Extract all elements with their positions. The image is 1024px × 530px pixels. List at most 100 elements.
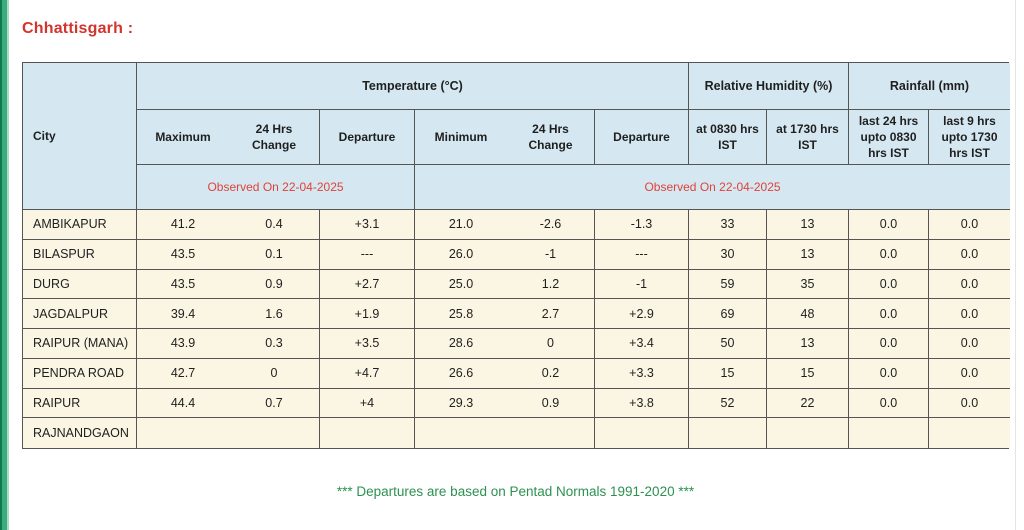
cell-rh-1730: 35 xyxy=(767,269,849,300)
cell-rh-1730: 13 xyxy=(767,210,849,240)
column-header-min-departure: Departure xyxy=(595,110,689,165)
cell-min-departure: +2.9 xyxy=(595,299,689,329)
cell-rh-0830: 50 xyxy=(689,329,767,359)
cell-rh-0830: 15 xyxy=(689,358,767,389)
cell-city: AMBIKAPUR xyxy=(23,210,137,240)
cell-max-24hrs-change: 0.3 xyxy=(229,329,320,359)
column-group-temperature: Temperature (°C) xyxy=(137,63,689,110)
cell-rh-0830: 30 xyxy=(689,239,767,270)
cell-max-departure: +2.7 xyxy=(320,269,415,300)
observed-on-date-max-group: Observed On 22-04-2025 xyxy=(137,165,415,210)
cell-minimum: 29.3 xyxy=(415,388,507,419)
cell-city: RAIPUR (MANA) xyxy=(23,329,137,359)
cell-max-departure: +3.5 xyxy=(320,329,415,359)
cell-max-24hrs-change: 1.6 xyxy=(229,299,320,329)
cell-minimum xyxy=(415,418,507,448)
cell-maximum: 41.2 xyxy=(137,210,229,240)
cell-rh-1730: 22 xyxy=(767,388,849,419)
cell-maximum: 39.4 xyxy=(137,299,229,329)
cell-rain-last9: 0.0 xyxy=(929,329,1010,359)
cell-rh-0830: 52 xyxy=(689,388,767,419)
cell-max-departure: +1.9 xyxy=(320,299,415,329)
cell-min-departure: -1.3 xyxy=(595,210,689,240)
cell-minimum: 28.6 xyxy=(415,329,507,359)
column-header-max-24hrs-change: 24 Hrs Change xyxy=(229,110,320,165)
cell-min-24hrs-change: -1 xyxy=(507,239,595,270)
cell-min-24hrs-change xyxy=(507,418,595,448)
cell-min-24hrs-change: 2.7 xyxy=(507,299,595,329)
cell-rain-last24: 0.0 xyxy=(849,210,929,240)
left-edge-decoration xyxy=(0,0,9,530)
cell-rh-0830: 59 xyxy=(689,269,767,300)
cell-rain-last24: 0.0 xyxy=(849,269,929,300)
column-header-max-departure: Departure xyxy=(320,110,415,165)
column-header-rh-0830: at 0830 hrs IST xyxy=(689,110,767,165)
column-header-maximum: Maximum xyxy=(137,110,229,165)
cell-min-departure: -1 xyxy=(595,269,689,300)
cell-max-departure: +4 xyxy=(320,388,415,419)
cell-maximum: 43.9 xyxy=(137,329,229,359)
cell-rain-last24: 0.0 xyxy=(849,388,929,419)
cell-min-departure: +3.4 xyxy=(595,329,689,359)
right-edge-divider xyxy=(1015,0,1016,530)
cell-max-departure xyxy=(320,418,415,448)
cell-rh-1730: 13 xyxy=(767,239,849,270)
cell-maximum: 43.5 xyxy=(137,269,229,300)
cell-city: JAGDALPUR xyxy=(23,299,137,329)
cell-rain-last9: 0.0 xyxy=(929,388,1010,419)
cell-max-24hrs-change: 0.7 xyxy=(229,388,320,419)
cell-rain-last9: 0.0 xyxy=(929,239,1010,270)
cell-minimum: 26.6 xyxy=(415,358,507,389)
cell-min-24hrs-change: 0.9 xyxy=(507,388,595,419)
cell-max-departure: --- xyxy=(320,239,415,270)
cell-rh-0830: 33 xyxy=(689,210,767,240)
cell-rain-last24: 0.0 xyxy=(849,329,929,359)
cell-rh-1730: 13 xyxy=(767,329,849,359)
cell-rain-last24: 0.0 xyxy=(849,358,929,389)
cell-maximum: 44.4 xyxy=(137,388,229,419)
column-group-rainfall: Rainfall (mm) xyxy=(849,63,1010,110)
cell-maximum xyxy=(137,418,229,448)
cell-minimum: 25.8 xyxy=(415,299,507,329)
cell-max-24hrs-change: 0.4 xyxy=(229,210,320,240)
cell-rain-last24: 0.0 xyxy=(849,299,929,329)
cell-rh-1730 xyxy=(767,418,849,448)
cell-minimum: 21.0 xyxy=(415,210,507,240)
cell-min-24hrs-change: -2.6 xyxy=(507,210,595,240)
cell-rain-last9: 0.0 xyxy=(929,358,1010,389)
observed-on-date-min-group: Observed On 22-04-2025 xyxy=(415,165,1010,210)
cell-max-24hrs-change: 0.9 xyxy=(229,269,320,300)
cell-rain-last9 xyxy=(929,418,1010,448)
column-header-rain-last24: last 24 hrs upto 0830 hrs IST xyxy=(849,110,929,165)
cell-min-24hrs-change: 0 xyxy=(507,329,595,359)
cell-rain-last24 xyxy=(849,418,929,448)
cell-max-departure: +4.7 xyxy=(320,358,415,389)
cell-max-departure: +3.1 xyxy=(320,210,415,240)
cell-maximum: 43.5 xyxy=(137,239,229,270)
cell-min-departure: +3.3 xyxy=(595,358,689,389)
cell-city: PENDRA ROAD xyxy=(23,358,137,389)
cell-minimum: 26.0 xyxy=(415,239,507,270)
cell-minimum: 25.0 xyxy=(415,269,507,300)
column-header-rh-1730: at 1730 hrs IST xyxy=(767,110,849,165)
column-header-min-24hrs-change: 24 Hrs Change xyxy=(507,110,595,165)
cell-max-24hrs-change: 0 xyxy=(229,358,320,389)
column-header-city: City xyxy=(23,63,137,210)
cell-min-departure xyxy=(595,418,689,448)
column-header-rain-last9: last 9 hrs upto 1730 hrs IST xyxy=(929,110,1010,165)
cell-min-departure: --- xyxy=(595,239,689,270)
cell-city: RAIPUR xyxy=(23,388,137,419)
cell-city: DURG xyxy=(23,269,137,300)
column-group-relative-humidity: Relative Humidity (%) xyxy=(689,63,849,110)
page-title: Chhattisgarh : xyxy=(22,20,134,37)
cell-rh-0830: 69 xyxy=(689,299,767,329)
cell-max-24hrs-change: 0.1 xyxy=(229,239,320,270)
cell-city: BILASPUR xyxy=(23,239,137,270)
departures-note: *** Departures are based on Pentad Norma… xyxy=(336,484,695,499)
cell-rh-1730: 15 xyxy=(767,358,849,389)
cell-rain-last24: 0.0 xyxy=(849,239,929,270)
column-header-minimum: Minimum xyxy=(415,110,507,165)
cell-rh-1730: 48 xyxy=(767,299,849,329)
cell-max-24hrs-change xyxy=(229,418,320,448)
cell-rain-last9: 0.0 xyxy=(929,210,1010,240)
